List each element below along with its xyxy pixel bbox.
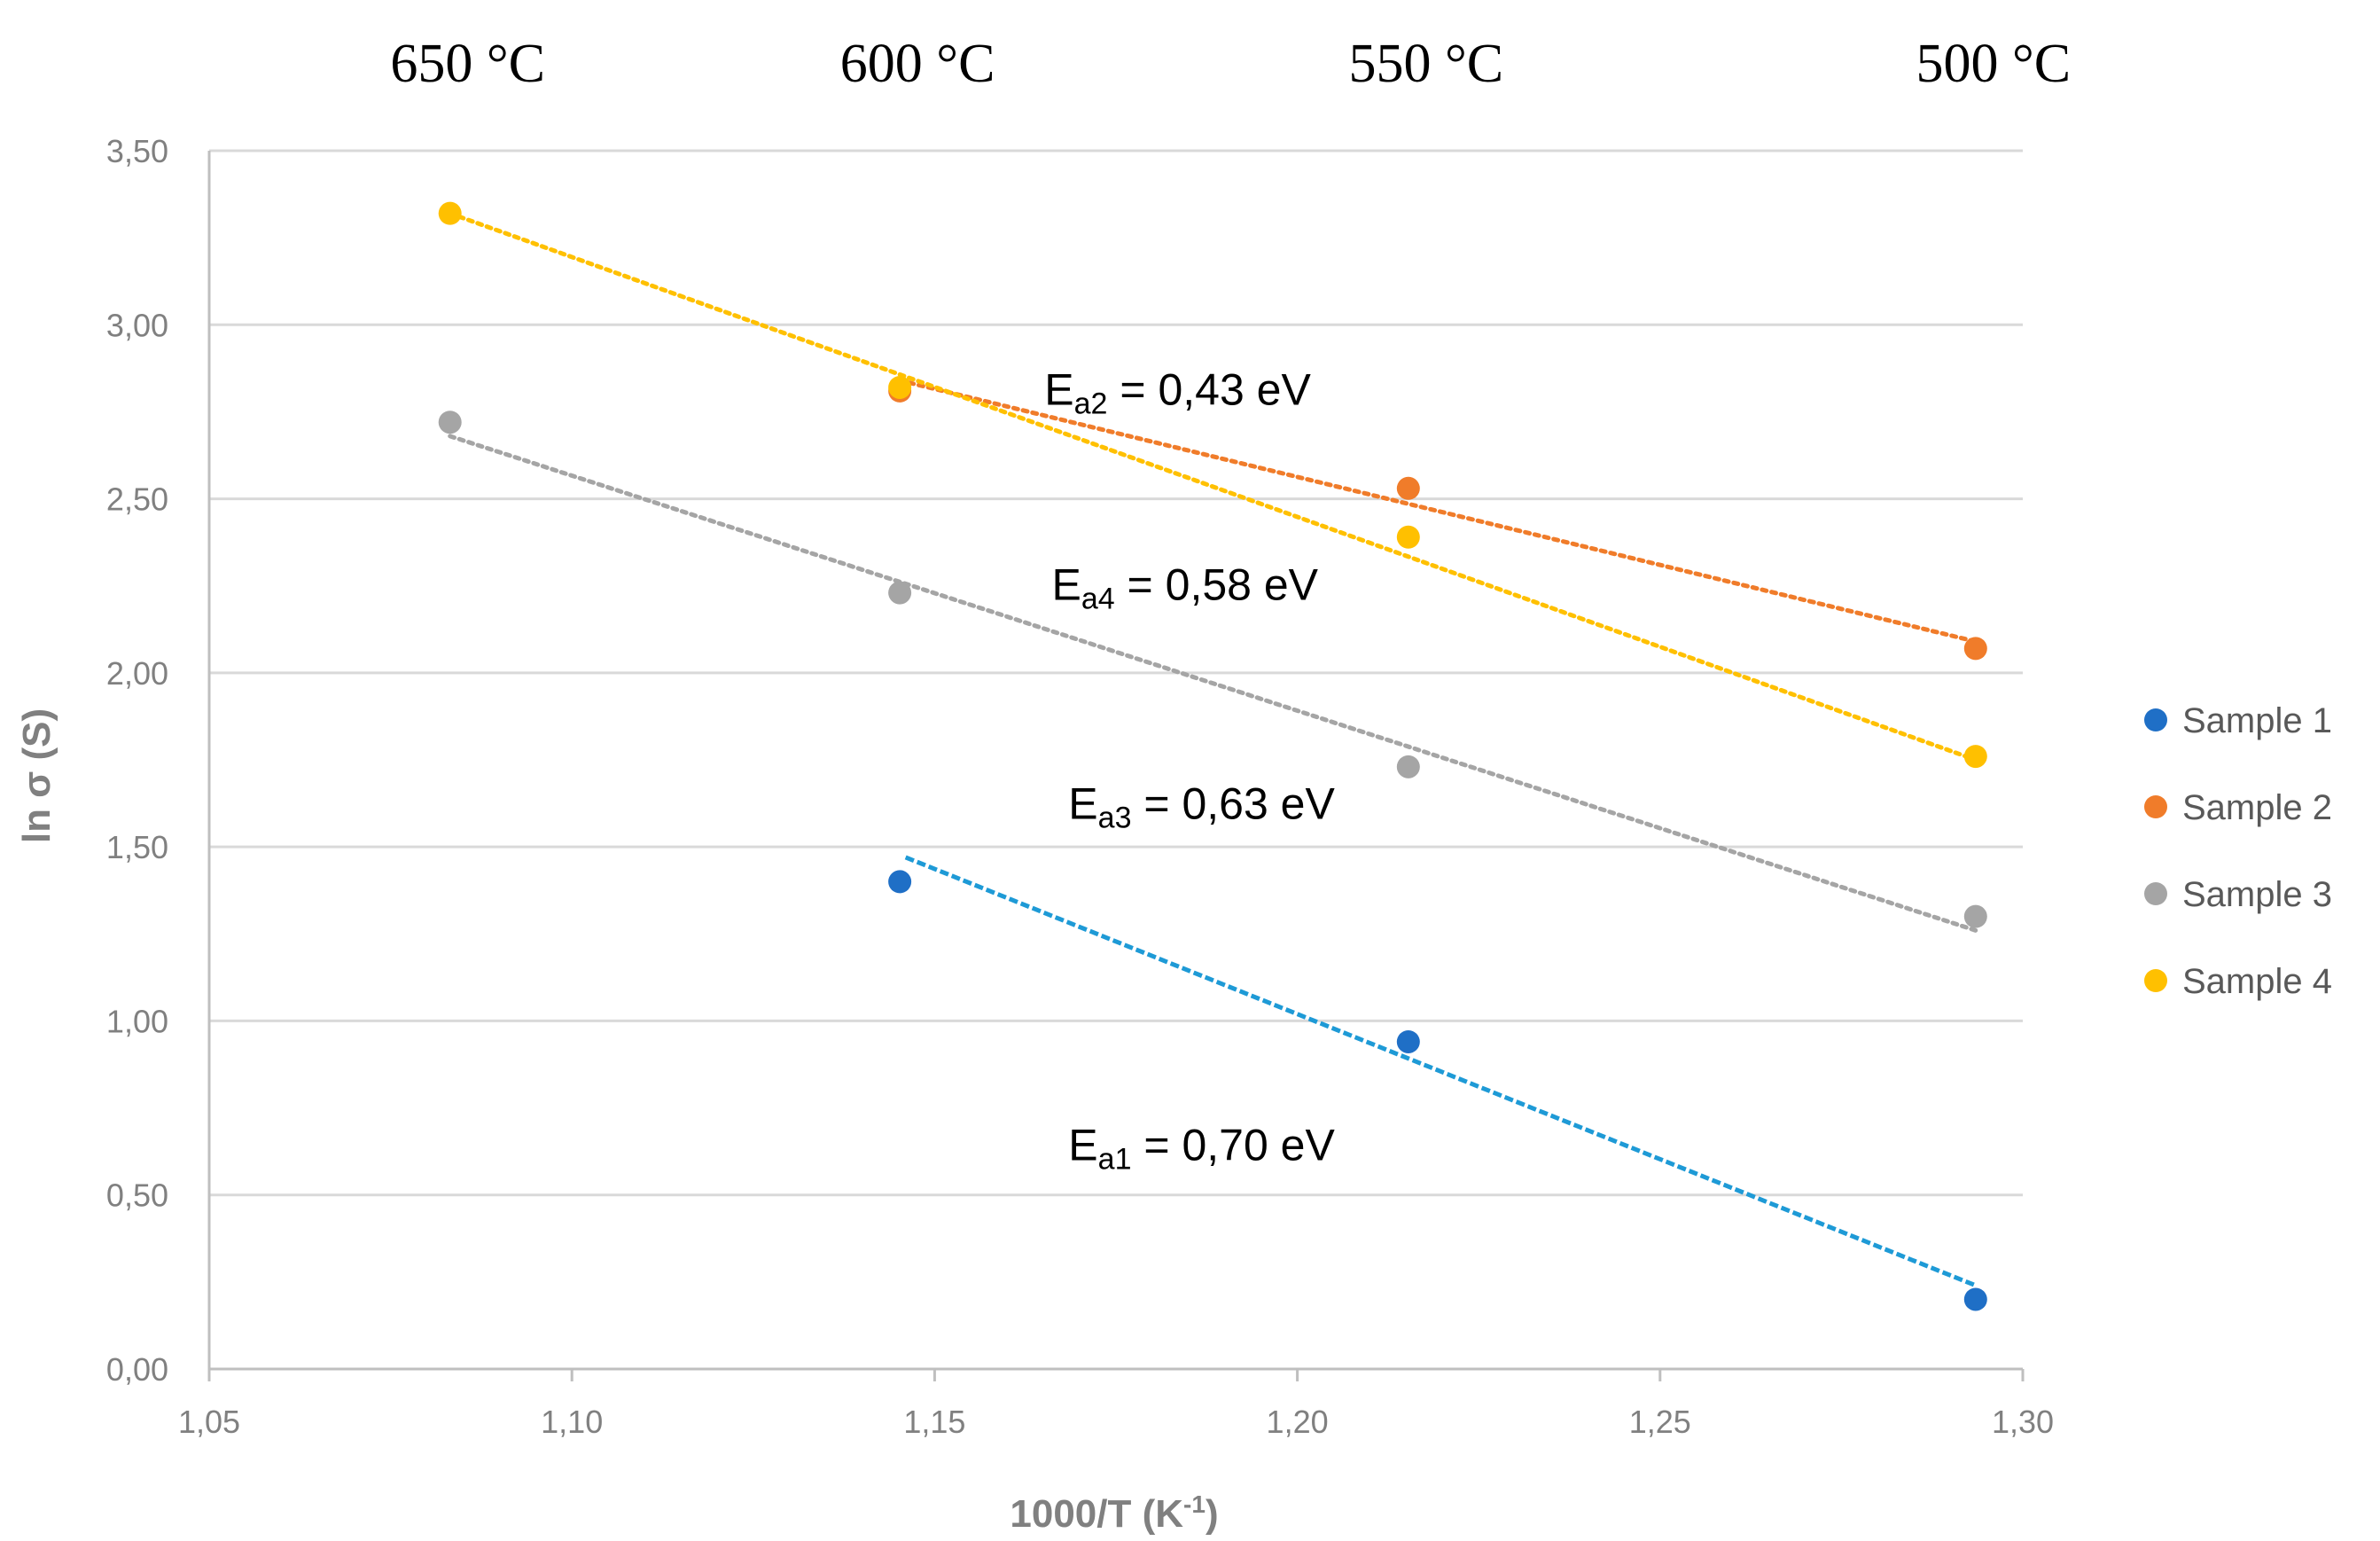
annotation-subscript: a2 xyxy=(1074,387,1108,421)
annotation-label: Ea4 = 0,58 eV xyxy=(1051,559,1318,615)
x-axis-title-sup: -1 xyxy=(1183,1490,1206,1518)
data-points xyxy=(438,201,1987,1311)
trendline-sample-4 xyxy=(448,211,1978,763)
x-tick-label: 1,25 xyxy=(1629,1404,1691,1440)
data-point-sample-2 xyxy=(1963,637,1987,661)
data-point-sample-4 xyxy=(1963,745,1987,769)
annotation-value: = 0,43 eV xyxy=(1107,365,1311,415)
x-axis-title-main: 1000/T (K xyxy=(1010,1492,1183,1536)
legend-marker xyxy=(2144,708,2167,731)
legend-marker xyxy=(2144,969,2167,992)
data-point-sample-3 xyxy=(438,411,462,434)
data-point-sample-4 xyxy=(1396,525,1420,549)
axes: 0,00 0,50 1,00 1,50 2,00 2,50 3,00 3,50 1,05 1,10… xyxy=(106,133,2054,1440)
legend: Sample 1 Sample 2 Sample 3 Sample 4 xyxy=(2144,701,2332,1001)
x-tick-label: 1,05 xyxy=(178,1404,240,1440)
x-axis-title: 1000/T (K-1) xyxy=(1010,1490,1218,1536)
temperature-label: 650 °C xyxy=(390,34,545,94)
data-point-sample-1 xyxy=(888,870,912,894)
legend-label: Sample 3 xyxy=(2182,875,2332,914)
annotation-subscript: a3 xyxy=(1098,802,1132,835)
data-point-sample-4 xyxy=(888,375,912,399)
legend-label: Sample 4 xyxy=(2182,962,2332,1001)
data-point-sample-3 xyxy=(888,581,912,605)
annotation-value: = 0,63 eV xyxy=(1131,779,1335,829)
temperature-labels: 650 °C 600 °C 550 °C 500 °C xyxy=(390,34,2071,94)
data-point-sample-3 xyxy=(1963,904,1987,928)
legend-label: Sample 2 xyxy=(2182,788,2332,827)
grid-lines xyxy=(209,149,2023,1197)
data-point-sample-2 xyxy=(1396,476,1420,500)
annotation-value: = 0,58 eV xyxy=(1115,559,1319,609)
y-tick-label: 0,00 xyxy=(106,1351,168,1388)
annotation-label: Ea1 = 0,70 eV xyxy=(1068,1120,1335,1176)
legend-label: Sample 1 xyxy=(2182,701,2332,740)
y-axis-title: ln σ (S) xyxy=(15,708,59,843)
trendline-sample-3 xyxy=(448,434,1978,933)
annotation-subscript: a1 xyxy=(1098,1142,1132,1176)
x-tick-label: 1,30 xyxy=(1992,1404,2054,1440)
temperature-label: 600 °C xyxy=(840,34,995,94)
trendline-sample-1 xyxy=(904,855,1977,1288)
y-tick-label: 0,50 xyxy=(106,1177,168,1214)
y-tick-label: 3,00 xyxy=(106,307,168,343)
annotation-label: Ea2 = 0,43 eV xyxy=(1044,365,1311,421)
x-tick-label: 1,10 xyxy=(541,1404,603,1440)
x-tick-label: 1,15 xyxy=(903,1404,965,1440)
annotation-label: Ea3 = 0,63 eV xyxy=(1068,779,1335,835)
y-tick-label: 3,50 xyxy=(106,133,168,169)
annotation-symbol: E xyxy=(1051,559,1081,609)
legend-marker xyxy=(2144,882,2167,905)
annotation-symbol: E xyxy=(1068,1120,1097,1169)
data-point-sample-3 xyxy=(1396,755,1420,778)
x-axis-title-end: ) xyxy=(1206,1492,1219,1536)
trendline-sample-2 xyxy=(897,378,1978,645)
y-tick-label: 1,50 xyxy=(106,829,168,865)
temperature-label: 500 °C xyxy=(1916,34,2071,94)
y-tick-label: 2,00 xyxy=(106,655,168,692)
temperature-label: 550 °C xyxy=(1348,34,1503,94)
annotation-value: = 0,70 eV xyxy=(1131,1120,1335,1169)
trend-lines xyxy=(448,211,1978,1288)
data-point-sample-1 xyxy=(1396,1029,1420,1053)
x-tick-label: 1,20 xyxy=(1267,1404,1329,1440)
y-tick-label: 2,50 xyxy=(106,481,168,518)
data-point-sample-1 xyxy=(1963,1287,1987,1311)
annotation-symbol: E xyxy=(1068,779,1097,829)
annotation-symbol: E xyxy=(1044,365,1073,415)
data-point-sample-4 xyxy=(438,201,462,225)
legend-marker xyxy=(2144,795,2167,818)
annotation-subscript: a4 xyxy=(1081,582,1115,615)
y-tick-label: 1,00 xyxy=(106,1003,168,1039)
